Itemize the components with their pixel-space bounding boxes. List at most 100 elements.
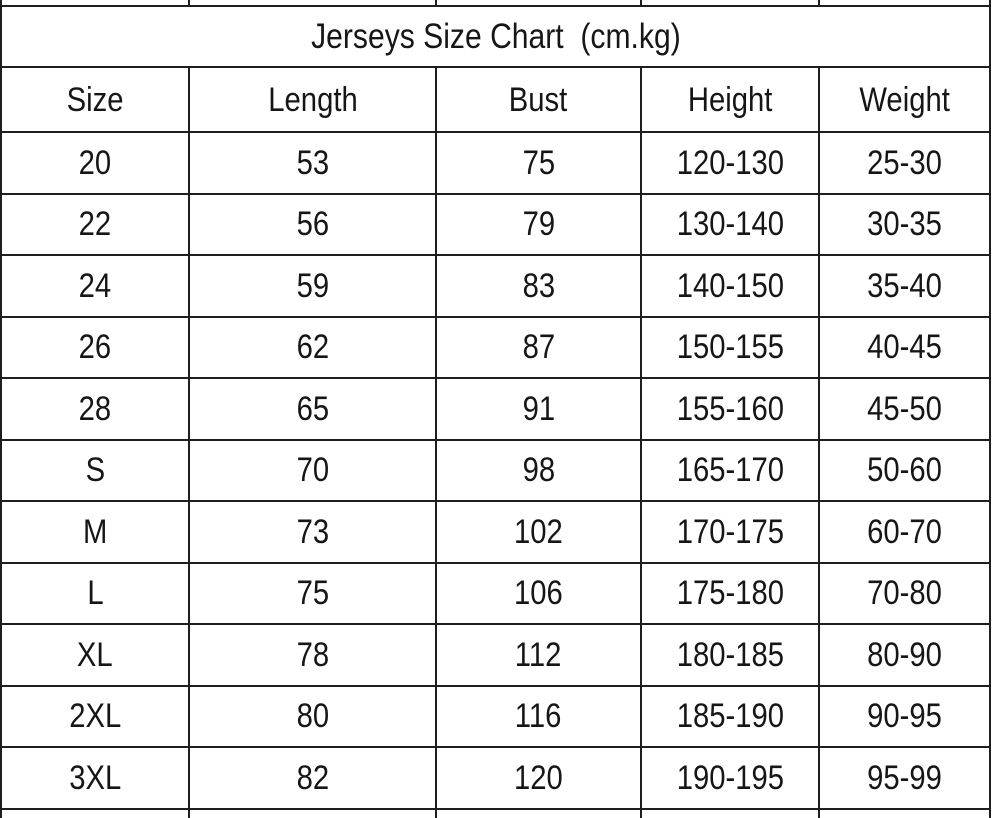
cell-value: 35-40: [867, 266, 942, 305]
cell-value: 25-30: [867, 143, 942, 182]
partial-row-cell: [437, 0, 642, 5]
cell-value: S: [85, 451, 105, 490]
table-cell: 175-180: [642, 563, 820, 623]
cell-value: 83: [522, 266, 555, 305]
table-cell: 82: [190, 748, 437, 808]
header-label: Bust: [509, 80, 568, 119]
cell-value: 91: [522, 389, 555, 428]
table-cell: 2XL: [2, 686, 190, 746]
cell-value: 82: [296, 758, 329, 797]
table-cell: 83: [437, 256, 642, 316]
table-cell: 102: [437, 502, 642, 562]
table-cell: 130-140: [642, 194, 820, 254]
table-cell: 70-80: [820, 564, 989, 624]
table-cell: 28: [2, 379, 190, 439]
cell-value: 80-90: [867, 635, 942, 674]
table-row: S 70 98 165-170 50-60: [2, 440, 989, 502]
table-cell: 150-155: [642, 317, 820, 377]
table-cell: 75: [437, 133, 642, 193]
table-row: M 73 102 170-175 60-70: [2, 502, 989, 564]
header-cell-length: Length: [190, 68, 437, 131]
table-cell: 98: [437, 440, 642, 500]
table-cell: 35-40: [820, 256, 989, 316]
table-cell: 78: [190, 625, 437, 685]
cell-value: 3XL: [68, 758, 122, 797]
cell-value: L: [86, 574, 104, 613]
header-cell-height: Height: [642, 68, 820, 131]
table-cell: 120-130: [642, 133, 820, 193]
partial-row-cell: [820, 0, 989, 5]
table-title-row: Jerseys Size Chart (cm.kg): [2, 7, 989, 68]
header-cell-weight: Weight: [820, 68, 989, 131]
cell-value: 40-45: [867, 328, 942, 367]
table-cell: 53: [190, 133, 437, 193]
cell-value: 80: [296, 697, 329, 736]
table-cell: 56: [190, 194, 437, 254]
cell-value: 26: [78, 328, 112, 367]
table-cell: 155-160: [642, 379, 820, 439]
table-row: 20 53 75 120-130 25-30: [2, 133, 989, 195]
table-cell: 65: [190, 379, 437, 439]
cell-value: 98: [522, 451, 555, 490]
table-cell: 59: [190, 256, 437, 316]
cell-value: 102: [514, 512, 563, 551]
cell-value: 2XL: [68, 697, 122, 736]
table-cell: 24: [2, 256, 190, 316]
cell-value: 79: [522, 205, 555, 244]
table-body: 20 53 75 120-130 25-30 22 56 79 130-140 30-35 24 59…: [2, 133, 989, 810]
table-cell: 70: [190, 440, 437, 500]
cell-value: 95-99: [867, 758, 942, 797]
table-cell: 165-170: [642, 440, 820, 500]
table-row: 28 65 91 155-160 45-50: [2, 379, 989, 441]
cell-value: M: [82, 512, 108, 551]
cell-value: 28: [78, 389, 112, 428]
table-cell: 50-60: [820, 441, 989, 501]
table-cell: 112: [437, 625, 642, 685]
cell-value: 170-175: [676, 512, 784, 551]
table-cell: 62: [190, 317, 437, 377]
table-cell: M: [2, 502, 190, 562]
cell-value: 20: [78, 143, 112, 182]
cell-value: 60-70: [867, 512, 942, 551]
partial-row-cell: [190, 809, 437, 818]
table-cell: 20: [2, 133, 190, 193]
header-label: Size: [66, 80, 124, 119]
cell-value: 87: [522, 328, 555, 367]
table-cell: 80-90: [820, 625, 989, 685]
table-cell: 87: [437, 317, 642, 377]
partial-row-cell: [642, 0, 820, 5]
cell-value: 73: [296, 512, 329, 551]
cell-value: XL: [77, 635, 113, 674]
table-cell: 75: [190, 563, 437, 623]
cell-value: 24: [78, 266, 112, 305]
table-header-row: Size Length Bust Height Weight: [2, 68, 989, 133]
table-title: Jerseys Size Chart (cm.kg): [310, 17, 681, 56]
partial-row-cell: [642, 809, 820, 818]
cell-value: 75: [522, 143, 555, 182]
cell-value: 185-190: [676, 697, 784, 736]
table-row-partial-bottom: [2, 809, 989, 818]
table-cell: 170-175: [642, 502, 820, 562]
table-row: 3XL 82 120 190-195 95-99: [2, 748, 989, 810]
header-label: Height: [687, 80, 773, 119]
table-cell: 45-50: [820, 379, 989, 439]
partial-row-cell: [2, 0, 190, 5]
table-cell: 190-195: [642, 748, 820, 808]
cell-value: 155-160: [676, 389, 784, 428]
table-row: 26 62 87 150-155 40-45: [2, 317, 989, 379]
table-cell: 95-99: [820, 748, 989, 808]
cell-value: 180-185: [676, 635, 784, 674]
table-row: XL 78 112 180-185 80-90: [2, 625, 989, 687]
table-cell: 40-45: [820, 318, 989, 378]
cell-value: 78: [296, 635, 329, 674]
table-cell: 30-35: [820, 195, 989, 255]
table-cell: XL: [2, 625, 190, 685]
cell-value: 120-130: [676, 143, 784, 182]
cell-value: 112: [515, 635, 562, 674]
cell-value: 190-195: [676, 758, 784, 797]
table-cell: 22: [2, 194, 190, 254]
table-cell: 80: [190, 686, 437, 746]
table-cell: 185-190: [642, 686, 820, 746]
table-cell: 73: [190, 502, 437, 562]
